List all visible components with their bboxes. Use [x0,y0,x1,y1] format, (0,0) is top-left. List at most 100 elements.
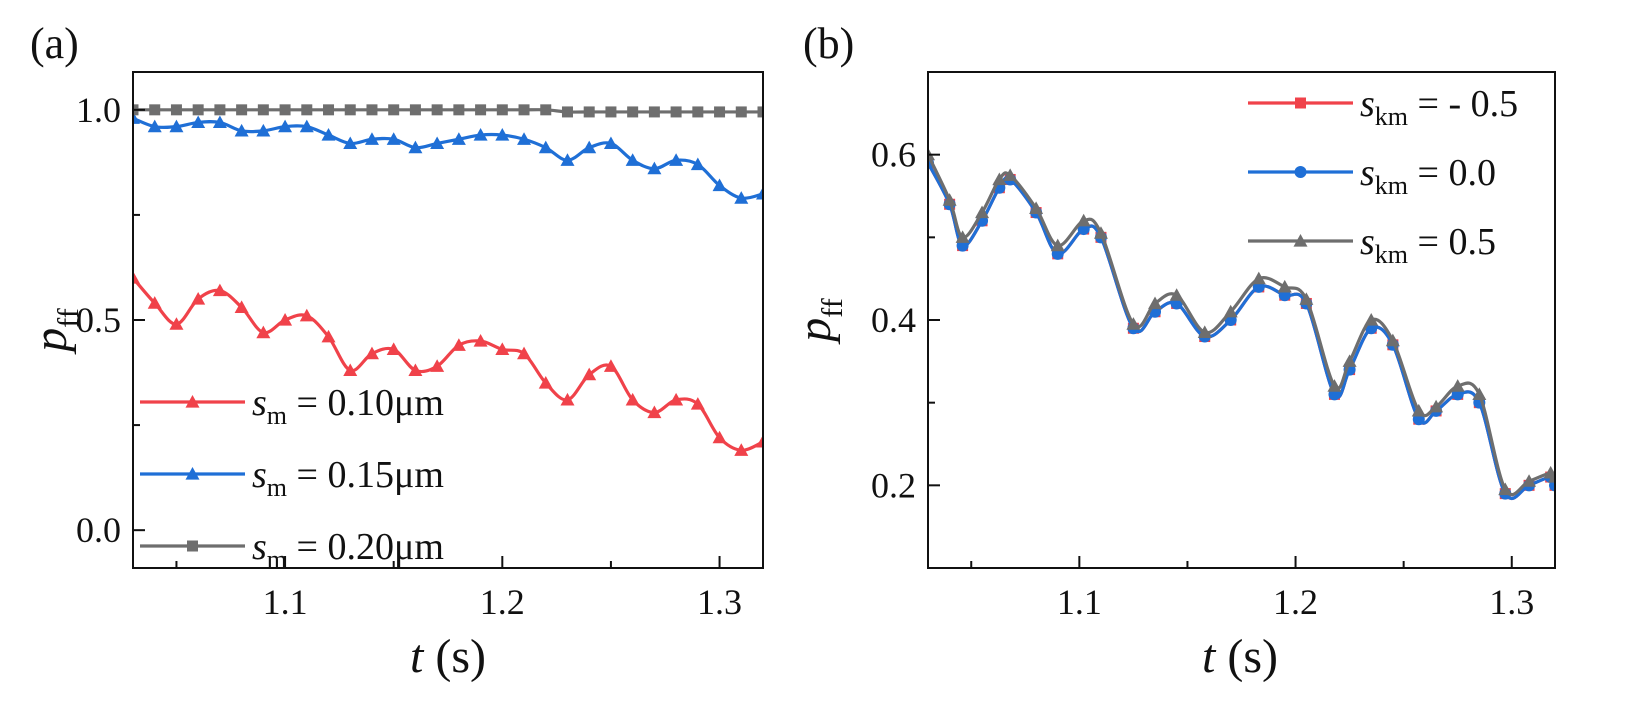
data-point [431,104,443,116]
data-point [603,136,618,150]
legend-label: sm = 0.20μm [252,526,444,574]
data-point [1450,379,1465,392]
data-point [408,140,423,154]
data-point [409,104,421,116]
data-point [1093,226,1108,239]
data-point [603,359,618,372]
data-point [343,363,358,377]
data-point [734,443,749,456]
data-point [669,392,684,406]
data-point [1050,238,1065,252]
data-point [560,153,575,166]
data-point [236,104,248,116]
data-point [299,308,314,322]
data-point [734,191,749,204]
data-point [212,115,227,129]
data-point [582,367,597,381]
data-point [975,205,990,219]
data-point [453,104,465,116]
data-point [191,115,206,129]
legend-label: sm = 0.10μm [252,382,444,430]
data-point [279,104,291,116]
data-point [560,392,575,406]
svg-text:pff: pff [24,308,85,354]
legend-marker [185,395,200,408]
data-point [170,104,182,116]
series-line [133,108,763,114]
legend-entry: skm = - 0.5 [1248,83,1518,131]
data-point [583,106,595,118]
data-point [1364,313,1379,326]
legend-entry: skm = 0.0 [1248,152,1496,200]
data-point [364,132,379,145]
legend-label: skm = 0.0 [1360,152,1496,200]
data-point [992,172,1007,186]
panel-a-label: (a) [30,19,79,68]
data-point [690,157,705,171]
x-tick-label: 1.1 [1057,582,1102,622]
legend-marker [1295,97,1306,109]
data-point [299,119,314,133]
data-point [147,296,162,309]
data-point [495,342,510,356]
data-point [343,136,358,150]
y-tick-label: 0.2 [871,465,916,505]
panel-b-ticks: 1.1 1.2 1.3 0.2 0.4 0.6 [871,135,1534,622]
panel-b-series-group [928,147,1555,501]
data-point [169,317,184,330]
data-point [212,283,227,297]
data-point [430,359,445,372]
data-point [473,334,488,347]
series-line [133,276,763,452]
data-point [669,153,684,166]
data-point [366,104,378,116]
data-point [1327,379,1342,392]
data-point [670,106,682,118]
data-point [278,119,293,133]
data-point [625,153,640,166]
data-point [234,123,249,137]
data-point [757,106,763,118]
data-point [756,434,763,448]
data-point [517,132,532,145]
data-point [1299,292,1314,305]
data-point [690,397,705,410]
panel-b-label: (b) [803,19,854,68]
series-0.10m [133,270,763,456]
legend-label: sm = 0.15μm [252,454,444,502]
data-point [735,106,747,118]
series-line [928,162,1555,501]
series-line [928,162,1555,501]
data-point [942,193,957,206]
data-point [1277,279,1292,293]
legend-label: skm = - 0.5 [1360,83,1518,131]
series-line [133,116,763,200]
data-point [692,106,704,118]
data-point [323,104,335,116]
panel-b-ylabel: pff [788,298,849,344]
data-point [451,338,466,351]
data-point [712,178,727,192]
series-0.15m [133,111,763,204]
data-point [364,346,379,360]
legend-marker [185,467,200,480]
data-point [1148,296,1163,310]
panel-a-axes-frame [132,71,764,569]
data-point [756,186,763,200]
panel-b-axes-frame [927,71,1556,569]
data-point [1548,470,1555,483]
series-0.5 [928,147,1555,497]
legend-entry: sm = 0.20μm [140,526,444,574]
data-point [408,363,423,377]
y-tick-label: 0.6 [871,135,916,175]
data-point [234,300,249,313]
data-point [1429,399,1444,413]
data-point [301,104,313,116]
legend-entry: sm = 0.10μm [140,382,444,430]
data-point [540,104,552,116]
data-point [451,132,466,145]
x-tick-label: 1.2 [1273,582,1318,622]
data-point [321,128,336,141]
svg-text:pff: pff [788,298,849,344]
series-0.20m [133,104,763,118]
